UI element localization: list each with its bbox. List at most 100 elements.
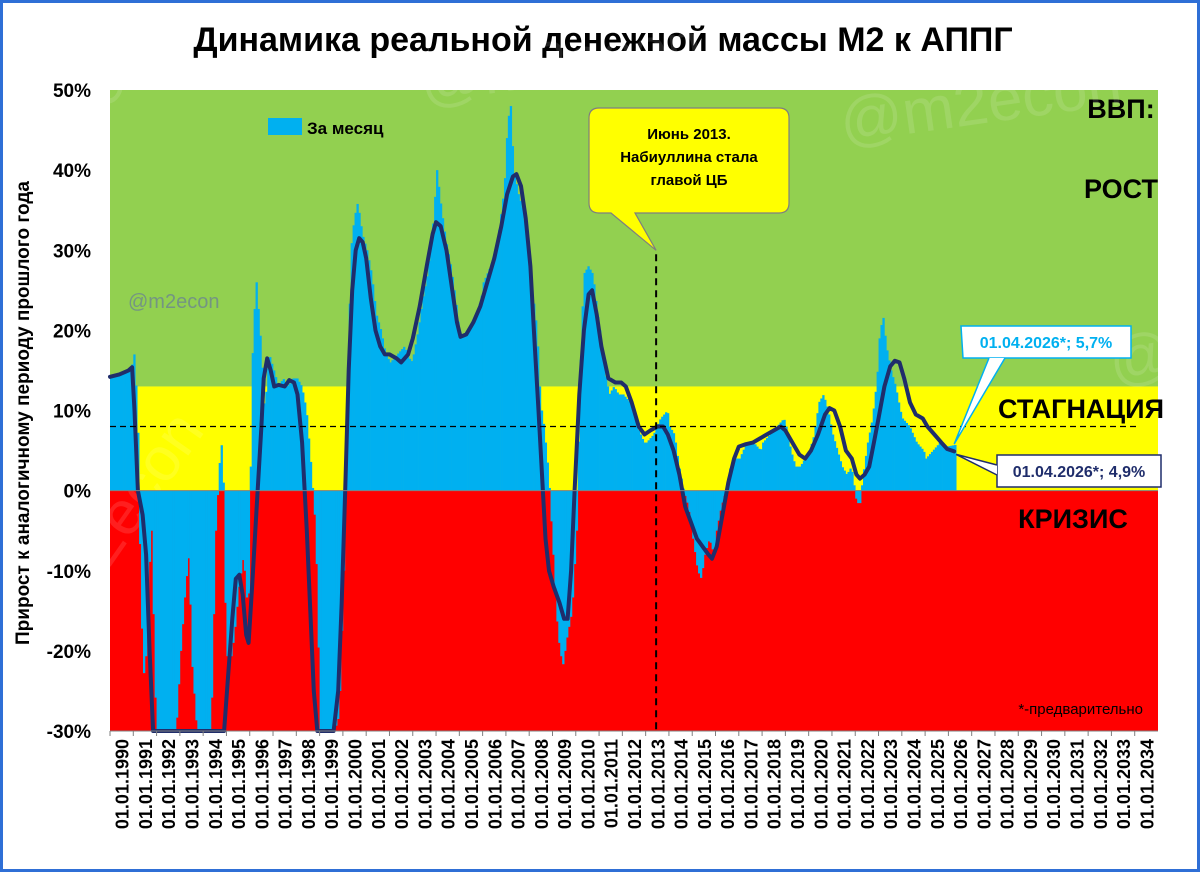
bar-75 — [255, 282, 258, 491]
annotation-pointer-1 — [955, 453, 998, 476]
bar-382 — [851, 471, 854, 491]
bar-6 — [121, 374, 124, 491]
bar-191 — [480, 295, 483, 491]
bar-67 — [240, 490, 243, 574]
bar-162 — [424, 286, 427, 491]
x-tick-label-42: 01.01.2032 — [1091, 739, 1111, 829]
bar-167 — [434, 196, 437, 491]
bar-329 — [748, 442, 751, 491]
bar-22 — [152, 490, 155, 615]
bar-233 — [562, 490, 565, 665]
x-tick-label-4: 01.01.1994 — [206, 739, 226, 829]
bar-15 — [139, 490, 142, 545]
bar-174 — [447, 254, 450, 491]
bar-261 — [616, 392, 619, 491]
bar-297 — [686, 490, 689, 503]
bar-211 — [519, 200, 522, 491]
y-tick-label-6: -10% — [47, 562, 91, 583]
bar-403 — [892, 377, 895, 491]
bar-23 — [154, 490, 157, 698]
annotation-pointer-0 — [953, 357, 1006, 445]
bar-176 — [451, 276, 454, 491]
bar-49 — [205, 490, 208, 731]
bar-286 — [665, 412, 668, 491]
bar-424 — [932, 449, 936, 491]
overlay-layer: Июнь 2013. Набиуллина стала главой ЦБ За ме… — [110, 107, 1162, 731]
bar-373 — [833, 441, 837, 491]
bar-410 — [905, 422, 908, 491]
bar-334 — [758, 448, 761, 491]
x-tick-label-3: 01.01.1993 — [183, 739, 203, 829]
bar-274 — [641, 438, 645, 491]
bar-224 — [544, 442, 548, 491]
y-tick-label-5: 0% — [64, 482, 92, 503]
bar-20 — [148, 490, 152, 562]
bar-3 — [115, 376, 119, 491]
bar-84 — [273, 370, 276, 491]
bar-339 — [767, 435, 771, 491]
bar-435 — [954, 444, 957, 491]
bar-143 — [387, 359, 390, 491]
bar-109 — [321, 490, 324, 731]
bar-351 — [791, 454, 794, 491]
bar-279 — [651, 435, 654, 491]
bar-280 — [653, 432, 656, 491]
bar-375 — [837, 454, 841, 491]
bar-283 — [659, 419, 662, 491]
bar-253 — [601, 347, 604, 491]
bar-312 — [715, 490, 718, 531]
bar-68 — [241, 490, 245, 561]
bar-356 — [800, 463, 804, 491]
x-axis: 01.01.1990 01.01.1991 01.01.1992 01.01.1993… — [109, 730, 1158, 829]
bar-91 — [286, 385, 289, 491]
bar-313 — [717, 490, 720, 521]
bar-110 — [323, 490, 326, 731]
bar-380 — [847, 471, 850, 491]
bar-285 — [663, 414, 666, 491]
bar-363 — [814, 426, 817, 491]
bar-419 — [923, 451, 926, 491]
bar-97 — [298, 381, 301, 491]
bar-58 — [222, 482, 225, 491]
bar-102 — [307, 438, 311, 491]
bar-178 — [455, 305, 458, 491]
bar-321 — [732, 460, 736, 491]
bar-181 — [461, 336, 464, 491]
bar-385 — [857, 490, 860, 504]
bar-216 — [529, 270, 532, 491]
bar-140 — [381, 338, 384, 491]
bar-11 — [131, 364, 134, 491]
bar-29 — [166, 490, 169, 731]
bar-320 — [731, 463, 734, 491]
bar-278 — [649, 438, 652, 491]
bar-324 — [738, 458, 742, 491]
bar-135 — [372, 284, 375, 491]
chart: Динамика реальной денежной массы М2 к АП… — [0, 0, 1200, 829]
legend-swatch — [268, 118, 302, 135]
bar-307 — [705, 490, 709, 549]
bar-96 — [296, 378, 299, 491]
bar-303 — [698, 490, 701, 574]
bar-202 — [502, 198, 505, 491]
bar-263 — [620, 394, 623, 491]
bar-89 — [282, 379, 286, 491]
bar-427 — [938, 442, 941, 491]
bar-235 — [566, 490, 569, 638]
bar-325 — [740, 454, 744, 491]
bar-414 — [913, 437, 916, 491]
x-tick-label-23: 01.01.2013 — [648, 739, 668, 829]
bar-257 — [608, 393, 612, 491]
bar-82 — [269, 357, 272, 491]
bar-401 — [888, 360, 891, 491]
bar-412 — [909, 428, 912, 491]
bar-111 — [325, 490, 328, 731]
bar-335 — [760, 449, 763, 491]
bar-358 — [804, 457, 808, 491]
bar-197 — [492, 256, 495, 491]
bar-165 — [430, 244, 433, 491]
bar-432 — [948, 446, 951, 491]
bar-129 — [360, 226, 363, 491]
bar-372 — [831, 434, 835, 491]
bar-402 — [890, 370, 893, 491]
y-tick-label-2: 30% — [53, 241, 91, 262]
